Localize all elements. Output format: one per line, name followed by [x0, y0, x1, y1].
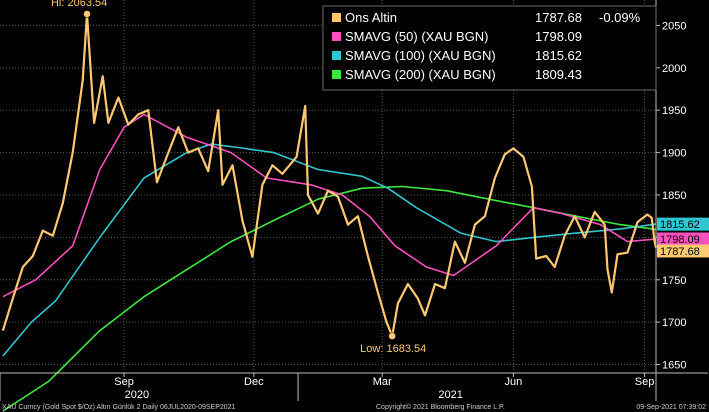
series-line-2	[2, 143, 657, 357]
legend-swatch	[332, 13, 341, 22]
legend-series-name: Ons Altin	[345, 10, 397, 25]
high-annotation: Hi: 2063.54	[51, 0, 107, 9]
legend-swatch	[332, 32, 341, 41]
axis-value-tag-label: 1787.68	[660, 246, 700, 258]
y-tick-label: 1700	[662, 317, 686, 329]
series-line-3	[2, 185, 657, 412]
axis-value-tag	[657, 232, 709, 246]
annotation-marker	[83, 10, 91, 18]
legend-series-name: SMAVG (50) (XAU BGN)	[345, 29, 489, 44]
y-tick-label: 2050	[662, 20, 686, 32]
y-tick-label: 1850	[662, 190, 686, 202]
low-annotation: Low: 1683.54	[360, 343, 426, 355]
series-layer	[1, 12, 658, 412]
axis-value-tag-label: 1798.09	[660, 234, 700, 246]
year-label: 2020	[125, 389, 149, 401]
legend-series-value: 1809.43	[535, 67, 582, 82]
annotation-layer: Hi: 2063.54 Low: 1683.54	[51, 0, 426, 355]
y-tick-label: 1750	[662, 275, 686, 287]
x-tick-label: Sep	[635, 376, 655, 388]
annotation-marker	[388, 332, 396, 340]
legend-series-value: 1787.68	[535, 10, 582, 25]
footer-center: Copyright© 2021 Bloomberg Finance L.P.	[376, 403, 505, 411]
legend-series-value: 1815.62	[535, 48, 582, 63]
footer-right: 09-Sep-2021 07:39:02	[636, 404, 706, 411]
x-tick-label: Dec	[244, 376, 264, 388]
axis-value-tag-label: 1815.62	[660, 219, 700, 231]
x-tick-label: Sep	[114, 376, 134, 388]
axis-value-tag	[657, 217, 709, 231]
legend-series-change: -0.09%	[599, 10, 641, 25]
y-tick-label: 1650	[662, 360, 686, 372]
legend-swatch	[332, 70, 341, 79]
legend-series-value: 1798.09	[535, 29, 582, 44]
series-line-1	[2, 113, 657, 298]
legend-swatch	[332, 51, 341, 60]
x-tick-label: Mar	[373, 376, 392, 388]
series-line-0	[1, 12, 658, 338]
footer-left: XAU Curncy (Gold Spot $/Oz) Altın Günlük…	[2, 404, 236, 411]
year-label: 2021	[438, 389, 462, 401]
legend-box	[322, 5, 657, 91]
x-tick-label: Jun	[505, 376, 523, 388]
legend-series-name: SMAVG (200) (XAU BGN)	[345, 67, 496, 82]
footer: XAU Curncy (Gold Spot $/Oz) Altın Günlük…	[2, 403, 706, 411]
legend: Ons Altin 1787.68 -0.09% SMAVG (50) (XAU BG…	[322, 5, 657, 91]
axis-value-tag	[657, 244, 709, 258]
axis-layer: 165017001750180018501900195020002050SepD…	[0, 0, 709, 401]
y-tick-label: 1950	[662, 105, 686, 117]
legend-series-name: SMAVG (100) (XAU BGN)	[345, 48, 496, 63]
y-tick-label: 2000	[662, 63, 686, 75]
y-tick-label: 1900	[662, 148, 686, 160]
